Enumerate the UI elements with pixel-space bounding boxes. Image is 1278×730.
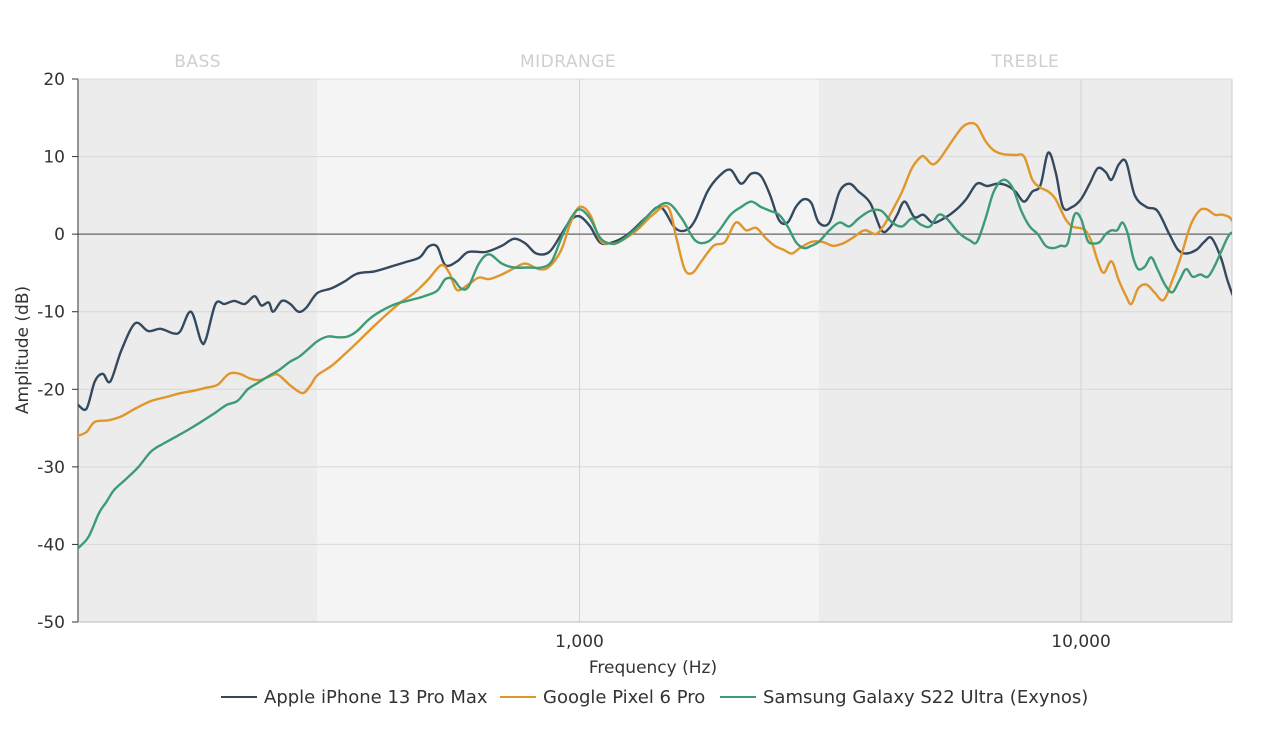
x-axis-ticks: 1,000 10,000 — [555, 632, 1111, 652]
x-axis-title: Frequency (Hz) — [589, 658, 717, 678]
y-tick-label: 0 — [54, 225, 65, 245]
series-line-1 — [78, 121, 1232, 437]
band-label-bass: BASS — [174, 52, 221, 72]
band-treble — [818, 79, 1232, 622]
y-tick-label: -50 — [37, 613, 65, 633]
legend: Apple iPhone 13 Pro Max Google Pixel 6 Pr… — [221, 687, 1088, 708]
y-tick-label: 10 — [43, 148, 65, 168]
y-tick-label: -40 — [37, 535, 65, 555]
series-line-2 — [78, 178, 1232, 550]
y-tick-label: -10 — [37, 303, 65, 323]
y-axis-ticks: 20 10 0 -10 -20 -30 -40 -50 — [37, 70, 78, 633]
series-lines — [78, 121, 1232, 550]
y-axis-title: Amplitude (dB) — [13, 286, 33, 414]
band-midrange — [317, 79, 819, 622]
x-tick-label: 1,000 — [555, 632, 604, 652]
legend-label-0: Apple iPhone 13 Pro Max — [264, 687, 488, 708]
frequency-bands: BASS MIDRANGE TREBLE — [78, 52, 1232, 622]
legend-label-2: Samsung Galaxy S22 Ultra (Exynos) — [763, 687, 1088, 708]
band-bass — [78, 79, 318, 622]
x-tick-label: 10,000 — [1051, 632, 1110, 652]
legend-label-1: Google Pixel 6 Pro — [543, 687, 705, 708]
y-tick-label: -20 — [37, 380, 65, 400]
plot-frame — [77, 78, 1233, 623]
series-line-0 — [78, 151, 1232, 412]
y-tick-label: 20 — [43, 70, 65, 90]
band-label-midrange: MIDRANGE — [520, 52, 616, 72]
band-label-treble: TREBLE — [990, 52, 1059, 72]
y-tick-label: -30 — [37, 458, 65, 478]
